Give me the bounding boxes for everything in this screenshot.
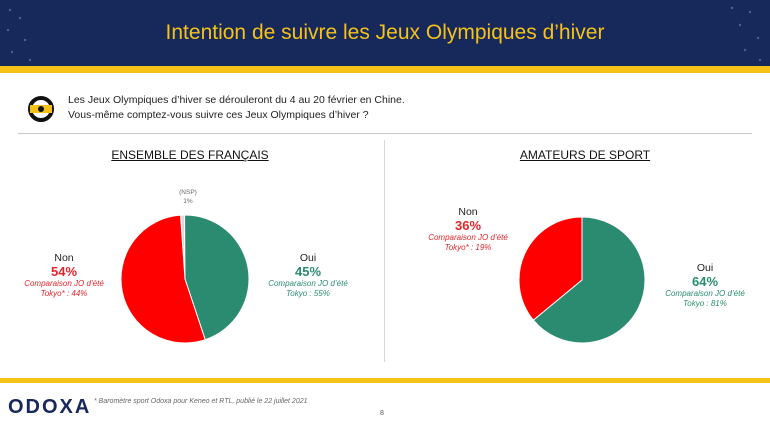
nsp-value: 1% [183, 198, 193, 205]
pie-slice-ensemble-non [120, 214, 206, 344]
header-banner: Intention de suivre les Jeux Olympiques … [0, 0, 770, 73]
label-oui-name: Oui [299, 252, 317, 264]
divider-horizontal [18, 133, 752, 134]
label-oui-value: 64% [691, 274, 719, 289]
footnote: * Baromètre sport Odoxa pour Keneo et RT… [94, 398, 308, 405]
page-number: 8 [380, 410, 384, 417]
question-line-2: Vous-même comptez-vous suivre ces Jeux O… [68, 109, 369, 121]
label-oui-amateurs: Oui 64% Comparaison JO d’été Tokyo : 81% [655, 262, 755, 309]
label-non-name: Non [54, 252, 74, 264]
label-non-name: Non [458, 206, 478, 218]
pie-slice-amateurs-non [518, 216, 583, 321]
footer-band [0, 378, 770, 383]
panel-title-ensemble: ENSEMBLE DES FRANÇAIS [111, 148, 269, 162]
nsp-name: (NSP) [179, 189, 197, 196]
label-non-value: 54% [50, 264, 78, 279]
label-oui-value: 45% [294, 264, 322, 279]
label-non-amateurs: Non 36% Comparaison JO d’été Tokyo* : 19… [418, 206, 518, 253]
label-oui-comparison-2: Tokyo : 55% [286, 289, 330, 298]
label-oui-comparison-2: Tokyo : 81% [683, 299, 727, 308]
divider-vertical [384, 140, 385, 362]
label-non-comparison-2: Tokyo* : 19% [444, 243, 492, 252]
label-non-comparison-1: Comparaison JO d’été [428, 233, 508, 242]
panel-title-amateurs: AMATEURS DE SPORT [519, 148, 651, 162]
pie-slice-ensemble-nsp [180, 214, 186, 280]
page-title: Intention de suivre les Jeux Olympiques … [165, 21, 605, 44]
pie-slice-amateurs-oui [532, 216, 646, 344]
odoxa-question-icon [28, 96, 54, 122]
label-oui-comparison-1: Comparaison JO d’été [268, 279, 348, 288]
pie-slice-ensemble-oui [184, 214, 250, 341]
question-text: Les Jeux Olympiques d’hiver se déroulero… [68, 93, 405, 123]
label-non-value: 36% [454, 218, 482, 233]
odoxa-logo: ODOXA [8, 396, 92, 418]
label-non-ensemble: Non 54% Comparaison JO d’été Tokyo* : 44… [14, 252, 114, 299]
label-non-comparison-1: Comparaison JO d’été [24, 279, 104, 288]
label-oui-name: Oui [696, 262, 714, 274]
header-decoration [0, 6, 770, 73]
question-line-1: Les Jeux Olympiques d’hiver se déroulero… [68, 94, 405, 106]
label-oui-ensemble: Oui 45% Comparaison JO d’été Tokyo : 55% [258, 252, 358, 299]
label-oui-comparison-1: Comparaison JO d’été [665, 289, 745, 298]
label-non-comparison-2: Tokyo* : 44% [40, 289, 88, 298]
nsp-label: (NSP) 1% [168, 188, 208, 206]
